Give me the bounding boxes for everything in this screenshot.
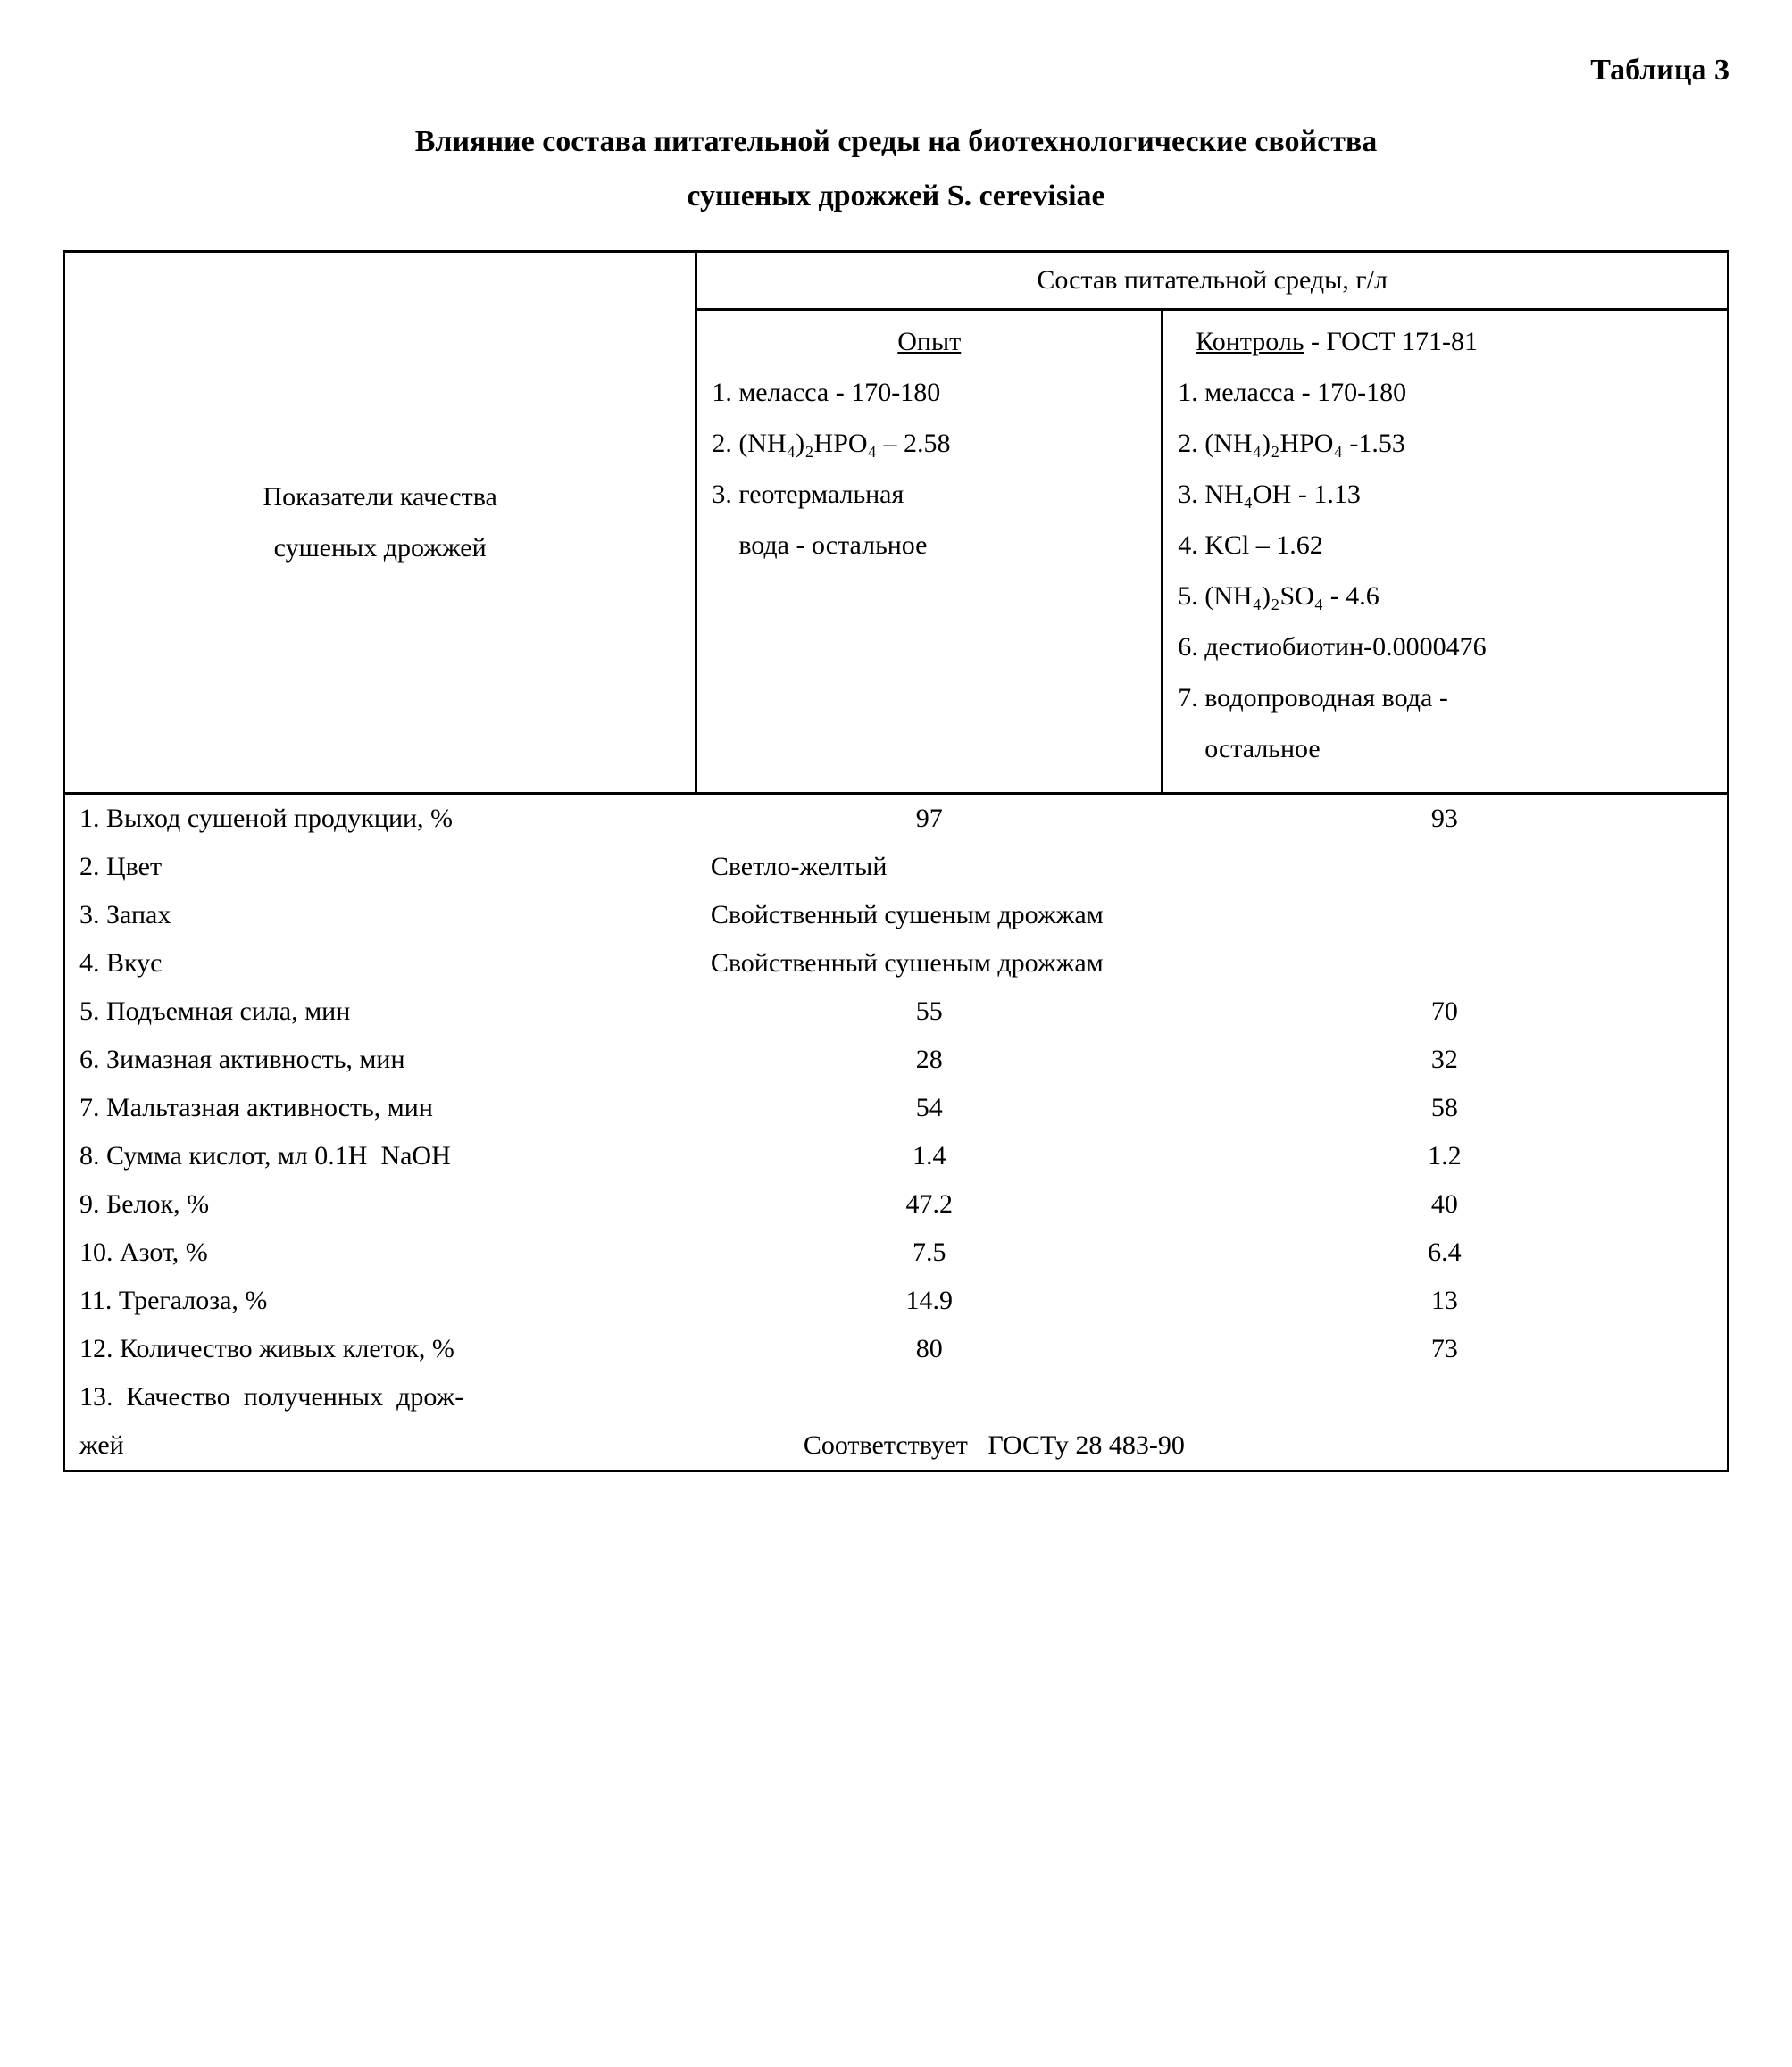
table-row: 3. Запах Свойственный сушеным дрожжам — [64, 891, 1729, 939]
table-row: 13. Качество полученных дрож- — [64, 1373, 1729, 1421]
group-header-text: Состав питательной среды, г/л — [1037, 265, 1388, 295]
row-control: 70 — [1163, 988, 1729, 1036]
row-merged: Свойственный сушеным дрожжам — [696, 939, 1729, 988]
row-label: 13. Качество полученных дрож- — [64, 1373, 696, 1421]
row-opyt: 1.4 — [696, 1132, 1163, 1180]
row-label: 4. Вкус — [64, 939, 696, 988]
control-item: 7. водопроводная вода - — [1178, 672, 1713, 723]
table-row: 2. Цвет Светло-желтый — [64, 843, 1729, 891]
opyt-header-cell: Опыт 1. меласса - 170-180 2. (NH₄)₂HPO₄ … — [696, 310, 1163, 794]
table-caption: Влияние состава питательной среды на био… — [63, 114, 1729, 223]
row-control: 32 — [1163, 1036, 1729, 1084]
caption-line-2: сушеных дрожжей S. cerevisiae — [687, 179, 1104, 213]
table-row: 11. Трегалоза, % 14.9 13 — [64, 1277, 1729, 1325]
row-label: 10. Азот, % — [64, 1229, 696, 1277]
row-label: 9. Белок, % — [64, 1180, 696, 1229]
row-label: 11. Трегалоза, % — [64, 1277, 696, 1325]
control-item: 4. KCl – 1.62 — [1178, 520, 1713, 571]
table-row: 10. Азот, % 7.5 6.4 — [64, 1229, 1729, 1277]
control-item: остальное — [1178, 723, 1713, 774]
row-opyt: 97 — [696, 794, 1163, 844]
row-label: 2. Цвет — [64, 843, 696, 891]
group-header: Состав питательной среды, г/л — [696, 252, 1729, 310]
row-label: 12. Количество живых клеток, % — [64, 1325, 696, 1373]
opyt-item: 1. меласса - 170-180 — [712, 367, 1146, 418]
control-item: 2. (NH₄)₂HPO₄ -1.53 — [1178, 418, 1713, 469]
table-row: 8. Сумма кислот, мл 0.1H NaOH 1.4 1.2 — [64, 1132, 1729, 1180]
row-control: 93 — [1163, 794, 1729, 844]
control-suffix: - ГОСТ 171-81 — [1304, 327, 1478, 356]
table-row: 5. Подъемная сила, мин 55 70 — [64, 988, 1729, 1036]
row-header-cell: Показатели качества сушеных дрожжей — [64, 252, 696, 794]
control-item: 1. меласса - 170-180 — [1178, 367, 1713, 418]
row-opyt — [696, 1373, 1163, 1421]
opyt-item: 2. (NH₄)₂HPO₄ – 2.58 — [712, 418, 1146, 469]
row-label: 1. Выход сушеной продукции, % — [64, 794, 696, 844]
row-merged: Соответствует ГОСТу 28 483-90 — [696, 1421, 1729, 1471]
row-control — [1163, 1373, 1729, 1421]
table-row: 7. Мальтазная активность, мин 54 58 — [64, 1084, 1729, 1132]
opyt-label: Опыт — [897, 327, 961, 356]
opyt-item: вода - остальное — [712, 520, 1146, 571]
row-label: 3. Запах — [64, 891, 696, 939]
row-label: 6. Зимазная активность, мин — [64, 1036, 696, 1084]
row-label: 8. Сумма кислот, мл 0.1H NaOH — [64, 1132, 696, 1180]
row-merged: Свойственный сушеным дрожжам — [696, 891, 1729, 939]
row-label: жей — [64, 1421, 696, 1471]
table-row: 6. Зимазная активность, мин 28 32 — [64, 1036, 1729, 1084]
row-opyt: 55 — [696, 988, 1163, 1036]
table-number-label: Таблица 3 — [63, 54, 1729, 88]
table-row: жей Соответствует ГОСТу 28 483-90 — [64, 1421, 1729, 1471]
data-table: Показатели качества сушеных дрожжей Сост… — [63, 250, 1729, 1472]
control-item: 6. дестиобиотин-0.0000476 — [1178, 621, 1713, 672]
row-opyt: 14.9 — [696, 1277, 1163, 1325]
table-row: 12. Количество живых клеток, % 80 73 — [64, 1325, 1729, 1373]
control-item: 5. (NH₄)₂SO₄ - 4.6 — [1178, 571, 1713, 621]
row-header-line1: Показатели качества — [263, 482, 496, 512]
row-opyt: 47.2 — [696, 1180, 1163, 1229]
row-control: 73 — [1163, 1325, 1729, 1373]
control-header-cell: Контроль - ГОСТ 171-81 1. меласса - 170-… — [1163, 310, 1729, 794]
table-row: 1. Выход сушеной продукции, % 97 93 — [64, 794, 1729, 844]
control-label: Контроль — [1196, 327, 1304, 356]
control-item: 3. NH₄OH - 1.13 — [1178, 469, 1713, 520]
row-control: 13 — [1163, 1277, 1729, 1325]
row-label: 5. Подъемная сила, мин — [64, 988, 696, 1036]
row-control: 6.4 — [1163, 1229, 1729, 1277]
caption-line-1: Влияние состава питательной среды на био… — [415, 125, 1378, 158]
row-label: 7. Мальтазная активность, мин — [64, 1084, 696, 1132]
row-control: 58 — [1163, 1084, 1729, 1132]
row-opyt: 54 — [696, 1084, 1163, 1132]
table-row: 4. Вкус Свойственный сушеным дрожжам — [64, 939, 1729, 988]
row-opyt: 80 — [696, 1325, 1163, 1373]
row-header-line2: сушеных дрожжей — [274, 533, 487, 563]
opyt-item: 3. геотермальная — [712, 469, 1146, 520]
row-merged: Светло-желтый — [696, 843, 1729, 891]
row-control: 1.2 — [1163, 1132, 1729, 1180]
row-control: 40 — [1163, 1180, 1729, 1229]
row-opyt: 28 — [696, 1036, 1163, 1084]
row-opyt: 7.5 — [696, 1229, 1163, 1277]
table-row: 9. Белок, % 47.2 40 — [64, 1180, 1729, 1229]
